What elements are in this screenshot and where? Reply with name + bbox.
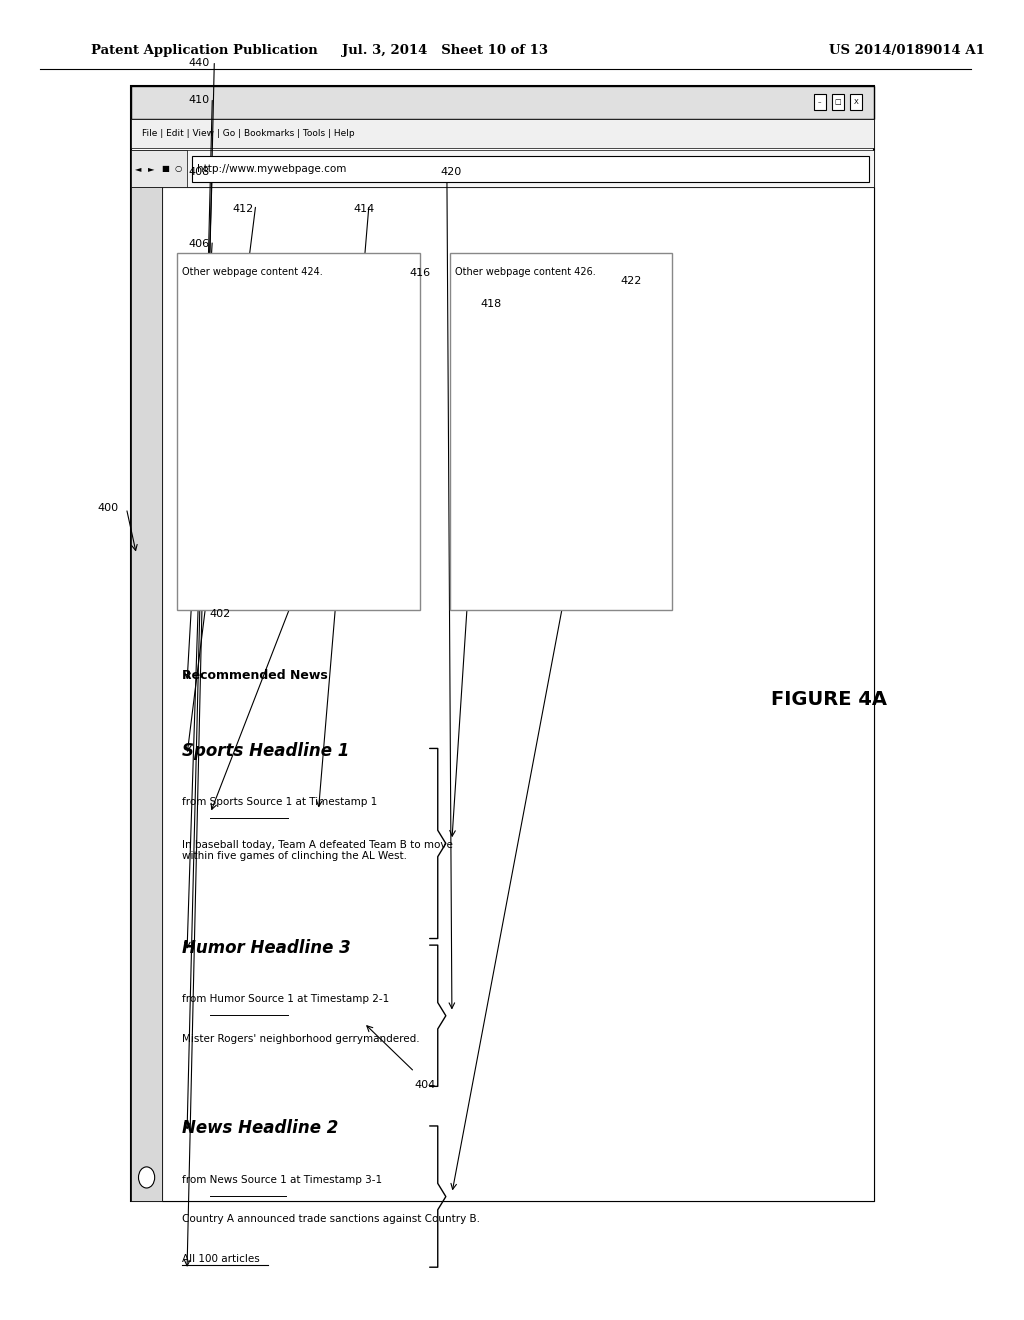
FancyBboxPatch shape — [814, 95, 826, 111]
Text: □: □ — [835, 99, 842, 106]
Text: –: – — [818, 99, 821, 106]
Text: File | Edit | View | Go | Bookmarks | Tools | Help: File | Edit | View | Go | Bookmarks | To… — [141, 129, 354, 137]
Text: 412: 412 — [232, 203, 253, 214]
Text: Jul. 3, 2014   Sheet 10 of 13: Jul. 3, 2014 Sheet 10 of 13 — [342, 44, 548, 57]
Text: 440: 440 — [188, 58, 210, 69]
FancyBboxPatch shape — [162, 187, 874, 1201]
FancyBboxPatch shape — [131, 86, 874, 1201]
Text: 408: 408 — [188, 166, 210, 177]
FancyBboxPatch shape — [131, 187, 162, 1201]
Text: 420: 420 — [440, 166, 462, 177]
Text: News Headline 2: News Headline 2 — [182, 1119, 338, 1138]
Text: Humor Headline 3: Humor Headline 3 — [182, 939, 351, 957]
FancyBboxPatch shape — [177, 253, 420, 610]
Text: 402: 402 — [210, 609, 231, 619]
FancyBboxPatch shape — [131, 119, 874, 148]
Text: Recommended News: Recommended News — [182, 669, 328, 682]
Text: ■: ■ — [161, 165, 169, 173]
FancyBboxPatch shape — [850, 95, 862, 111]
Text: Patent Application Publication: Patent Application Publication — [91, 44, 317, 57]
Text: 416: 416 — [409, 268, 430, 279]
Text: 400: 400 — [97, 503, 119, 513]
Text: Other webpage content 424.: Other webpage content 424. — [182, 267, 323, 277]
Text: 418: 418 — [480, 298, 502, 309]
Text: from Sports Source 1 at Timestamp 1: from Sports Source 1 at Timestamp 1 — [182, 797, 377, 808]
FancyBboxPatch shape — [450, 253, 673, 610]
Text: All 100 articles: All 100 articles — [182, 1254, 260, 1265]
FancyBboxPatch shape — [131, 150, 187, 187]
Text: Mister Rogers' neighborhood gerrymandered.: Mister Rogers' neighborhood gerrymandere… — [182, 1034, 420, 1044]
Text: from News Source 1 at Timestamp 3-1: from News Source 1 at Timestamp 3-1 — [182, 1175, 382, 1185]
FancyBboxPatch shape — [131, 86, 874, 119]
Text: 404: 404 — [414, 1080, 435, 1090]
Text: Other webpage content 426.: Other webpage content 426. — [455, 267, 596, 277]
Text: 414: 414 — [353, 203, 375, 214]
Circle shape — [138, 1167, 155, 1188]
Text: from Humor Source 1 at Timestamp 2-1: from Humor Source 1 at Timestamp 2-1 — [182, 994, 389, 1005]
Text: http://www.mywebpage.com: http://www.mywebpage.com — [198, 164, 346, 174]
Text: Country A announced trade sanctions against Country B.: Country A announced trade sanctions agai… — [182, 1214, 480, 1225]
Text: 406: 406 — [188, 239, 210, 249]
FancyBboxPatch shape — [131, 150, 874, 187]
Text: ►: ► — [148, 165, 155, 173]
FancyBboxPatch shape — [193, 156, 869, 182]
Text: 422: 422 — [621, 276, 641, 286]
Text: ○: ○ — [174, 165, 181, 173]
Text: Sports Headline 1: Sports Headline 1 — [182, 742, 349, 760]
Text: In baseball today, Team A defeated Team B to move
within five games of clinching: In baseball today, Team A defeated Team … — [182, 840, 453, 861]
Text: X: X — [854, 99, 859, 106]
Text: US 2014/0189014 A1: US 2014/0189014 A1 — [829, 44, 985, 57]
FancyBboxPatch shape — [833, 95, 844, 111]
Text: 410: 410 — [188, 95, 210, 106]
Text: ◄: ◄ — [135, 165, 141, 173]
Text: FIGURE 4A: FIGURE 4A — [771, 690, 887, 709]
